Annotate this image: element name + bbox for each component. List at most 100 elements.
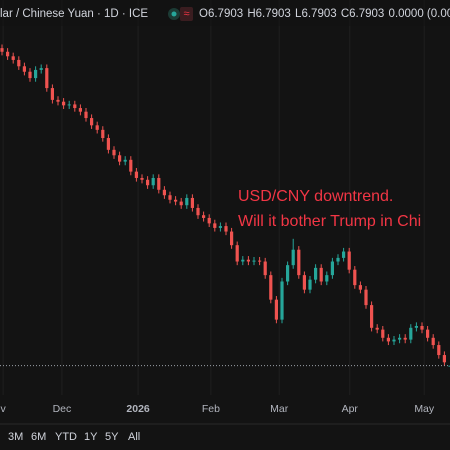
candle-body [314,267,318,280]
candle-body [17,59,21,67]
candle-body [291,249,295,266]
candle-body [168,195,172,200]
candle-body [381,329,385,338]
candle-body [67,104,71,106]
ohlc-label: L [295,8,302,20]
change-value: 0.0000 (0.00%) [389,8,450,20]
candle-body [370,305,374,328]
symbol-title: lar / Chinese Yuan · 1D · ICE [0,8,148,20]
ohlc-value: 6.7903 [349,8,384,20]
candle-body [34,69,38,79]
candle-body [336,257,340,262]
candle-body [398,337,402,340]
candle-body [353,269,357,286]
x-tick-label: 2026 [126,403,150,415]
candle-body [190,197,194,208]
candle-body [62,101,66,106]
candle-body [263,261,267,276]
candle-body [241,259,245,262]
candle-body [403,337,407,340]
candle-body [90,118,94,126]
candle-body [342,251,346,258]
candle-body [207,217,211,224]
x-tick-label: Dec [53,403,72,415]
candle-body [274,299,278,320]
candle-body [230,231,234,246]
candle-body [375,327,379,330]
range-button[interactable]: 6M [31,431,46,443]
candle-body [151,177,155,186]
candle-body [364,289,368,306]
candle-body [319,267,323,282]
candle-body [330,261,334,276]
ohlc-label: H [247,8,255,20]
range-button[interactable]: All [128,431,140,443]
candle-body [196,207,200,216]
candle-body [39,68,43,70]
candle-body [420,325,424,330]
alert-icon-bg[interactable] [180,7,193,21]
header-bg [0,0,450,26]
candle-body [409,327,413,340]
x-tick-label: v [0,403,6,415]
candle-body [213,223,217,228]
candle-body [437,345,441,356]
candle-body [45,68,49,89]
candle-body [297,249,301,276]
candle-body [73,104,77,109]
candle-body [123,159,127,162]
annotation: USD/CNY downtrend. [238,188,393,205]
toolbar: 3M 6M YTD 1Y 5Y All [8,431,140,443]
candle-body [56,99,60,102]
ohlc-value: 6.7903 [208,8,243,20]
candle-body [358,285,362,290]
candle-body [95,125,99,130]
candle-body [308,279,312,290]
candle-body [22,66,26,72]
candle-body [392,339,396,342]
range-button[interactable]: 1Y [84,431,98,443]
x-tick-label: Mar [270,403,289,415]
candle-body [426,329,430,338]
candle-body [140,177,144,180]
candle-body [448,365,450,367]
ohlc-label: O [199,8,208,20]
candle-body [286,265,290,282]
candle-body [347,251,351,270]
candle-body [325,275,329,282]
candle-body [50,88,54,100]
ohlc-readout: O6.7903 H6.7903 L6.7903 C6.7903 0.0000 (… [199,8,450,20]
candle-body [174,199,178,202]
candle-body [280,281,284,320]
candle-body [157,177,161,190]
candle-body [414,325,418,328]
candle-body [162,189,166,196]
candle-body [179,201,183,206]
ohlc-value: 6.7903 [256,8,291,20]
alert-icon: ≈ [183,8,189,20]
candle-body [146,179,150,186]
x-tick-label: May [414,403,435,415]
x-tick-label: Apr [342,403,359,415]
candle-body [78,108,82,112]
candle-body [185,197,189,206]
candle-body [134,171,138,178]
candle-body [202,215,206,218]
ohlc-label: C [341,8,349,20]
candle-body [112,149,116,156]
range-button[interactable]: 5Y [105,431,119,443]
ohlc-value: 6.7903 [301,8,336,20]
candle-body [302,275,306,290]
candle-body [11,56,15,60]
candle-body [224,226,228,232]
x-tick-label: Feb [202,403,220,415]
range-button[interactable]: 3M [8,431,23,443]
candle-body [0,48,4,52]
candle-body [218,226,222,228]
candle-body [442,355,446,363]
status-dot [171,11,177,17]
range-button[interactable]: YTD [55,431,77,443]
candle-body [386,337,390,342]
